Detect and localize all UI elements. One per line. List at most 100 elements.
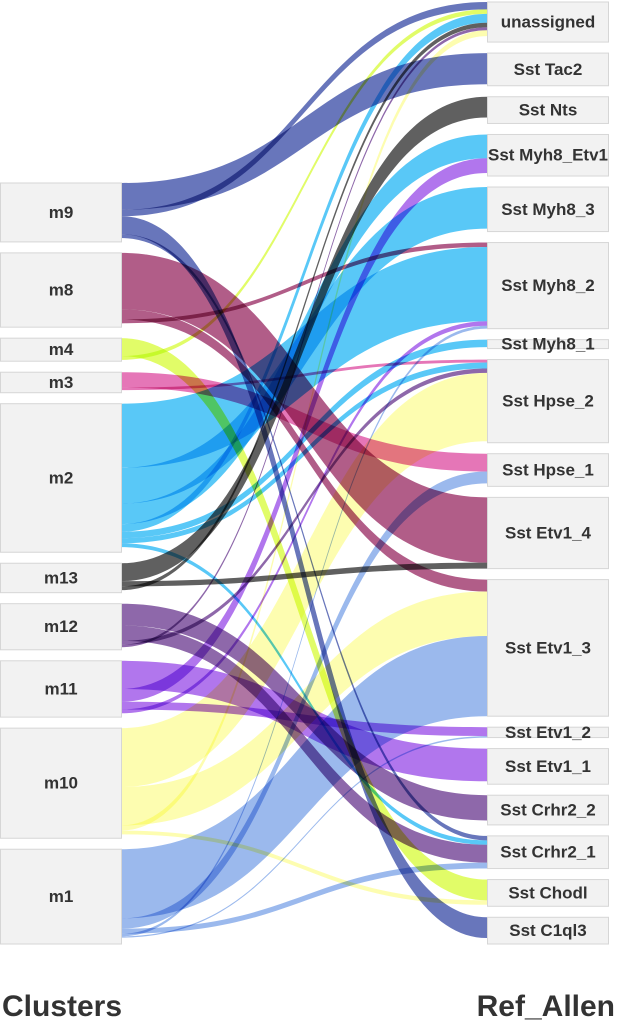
right-node-label: Sst Etv1_4 — [505, 523, 592, 542]
right-node-label: Sst Nts — [519, 101, 578, 120]
flow-m1-to-sst-myh8-2 — [121, 325, 487, 937]
right-node-label: Sst Tac2 — [514, 60, 583, 79]
left-node-label: m3 — [49, 373, 74, 392]
flow-m10-to-unassigned — [121, 30, 487, 831]
left-node-m10: m10 — [0, 727, 122, 839]
right-node-sst-myh8-1: Sst Myh8_1 — [487, 335, 609, 354]
right-node-label: Sst Chodl — [508, 883, 587, 902]
left-node-m1: m1 — [0, 848, 122, 945]
right-node-label: Sst Myh8_1 — [501, 335, 595, 354]
flow-m9-to-unassigned — [121, 2, 487, 217]
left-node-box — [0, 403, 122, 553]
right-node-box — [487, 242, 609, 330]
flow-m1-to-sst-etv1-2 — [121, 736, 487, 938]
flow-m2-to-sst-myh8-etv1 — [121, 134, 487, 525]
right-node-label: Sst Myh8_2 — [501, 276, 595, 295]
right-node-box — [487, 579, 609, 717]
flow-m8-to-sst-myh8-2 — [121, 242, 487, 324]
right-node-sst-crhr2-1: Sst Crhr2_1 — [487, 835, 609, 870]
flow-m1-to-sst-crhr2-1 — [121, 862, 487, 934]
flow-m10-to-sst-hpse-2 — [121, 372, 487, 788]
left-node-label: m9 — [49, 203, 74, 222]
right-node-box — [487, 1, 609, 43]
left-node-m4: m4 — [0, 337, 122, 362]
right-node-sst-etv1-1: Sst Etv1_1 — [487, 748, 609, 785]
right-node-label: Sst Crhr2_2 — [500, 801, 595, 820]
right-node-box — [487, 879, 609, 907]
right-node-label: Sst Etv1_3 — [505, 638, 591, 657]
right-node-box — [487, 916, 609, 945]
left-node-box — [0, 371, 122, 394]
flow-m4-to-unassigned — [121, 9, 487, 360]
right-node-box — [487, 133, 609, 177]
left-node-box — [0, 603, 122, 651]
right-node-sst-nts: Sst Nts — [487, 96, 609, 124]
right-node-sst-myh8-3: Sst Myh8_3 — [487, 186, 609, 233]
right-node-sst-etv1-2: Sst Etv1_2 — [487, 723, 609, 742]
right-node-box — [487, 726, 609, 739]
left-node-m2: m2 — [0, 403, 122, 553]
right-node-box — [487, 339, 609, 350]
flow-m10-to-sst-etv1-3 — [121, 591, 487, 826]
right-node-box — [487, 186, 609, 233]
right-node-sst-myh8-etv1: Sst Myh8_Etv1 — [487, 133, 609, 177]
left-node-m12: m12 — [0, 603, 122, 651]
right-node-sst-tac2: Sst Tac2 — [487, 52, 609, 87]
left-node-box — [0, 182, 122, 243]
right-node-sst-chodl: Sst Chodl — [487, 879, 609, 907]
right-node-sst-hpse-2: Sst Hpse_2 — [487, 359, 609, 444]
flow-m10-to-sst-chodl — [121, 830, 487, 905]
left-node-label: m12 — [44, 617, 78, 636]
flow-m4-to-sst-chodl — [121, 338, 487, 901]
left-node-box — [0, 562, 122, 594]
right-node-box — [487, 359, 609, 444]
left-node-label: m2 — [49, 468, 74, 487]
right-axis-title: Ref_Allen — [476, 990, 615, 1023]
left-axis-title: Clusters — [2, 990, 123, 1023]
right-node-label: Sst Myh8_3 — [501, 200, 595, 219]
left-node-label: m13 — [44, 568, 78, 587]
right-node-label: Sst Myh8_Etv1 — [488, 146, 608, 165]
left-node-box — [0, 252, 122, 328]
flow-m1-to-sst-hpse-1 — [121, 471, 487, 929]
left-node-m3: m3 — [0, 371, 122, 394]
left-node-m13: m13 — [0, 562, 122, 594]
right-node-box — [487, 496, 609, 570]
flow-m13-to-unassigned — [121, 22, 487, 591]
left-node-label: m1 — [49, 887, 74, 906]
flow-m13-to-sst-nts — [121, 96, 487, 582]
right-node-box — [487, 453, 609, 487]
right-node-label: Sst Crhr2_1 — [500, 843, 595, 862]
flow-m2-to-sst-hpse-2 — [121, 362, 487, 544]
left-node-m9: m9 — [0, 182, 122, 243]
left-node-box — [0, 660, 122, 718]
left-node-label: m8 — [49, 281, 74, 300]
flow-m2-to-sst-myh8-1 — [121, 339, 487, 539]
left-node-m11: m11 — [0, 660, 122, 718]
right-node-label: Sst Etv1_1 — [505, 757, 591, 776]
flow-m9-to-sst-crhr2-1 — [121, 234, 487, 841]
right-node-sst-c1ql3: Sst C1ql3 — [487, 916, 609, 945]
left-node-box — [0, 848, 122, 945]
right-node-box — [487, 52, 609, 87]
right-node-sst-crhr2-2: Sst Crhr2_2 — [487, 794, 609, 826]
right-node-label: unassigned — [501, 13, 595, 32]
right-node-sst-hpse-1: Sst Hpse_1 — [487, 453, 609, 487]
left-node-box — [0, 727, 122, 839]
left-node-label: m11 — [44, 679, 77, 698]
right-node-sst-etv1-3: Sst Etv1_3 — [487, 579, 609, 717]
right-node-sst-myh8-2: Sst Myh8_2 — [487, 242, 609, 330]
flow-m1-to-sst-etv1-3 — [121, 636, 487, 919]
flow-m8-to-sst-etv1-4 — [121, 252, 487, 563]
right-node-label: Sst Hpse_1 — [502, 461, 594, 480]
flow-m9-to-sst-tac2 — [121, 53, 487, 210]
right-node-box — [487, 96, 609, 124]
right-node-box — [487, 748, 609, 785]
left-node-column: m9 m8 m4 m3 m2 m13 m12 m11 m10 m1 — [0, 182, 122, 945]
right-node-label: Sst Hpse_2 — [502, 392, 594, 411]
right-node-box — [487, 835, 609, 870]
flow-layer — [121, 2, 487, 939]
right-node-column: unassigned Sst Tac2 Sst Nts Sst Myh8_Etv1 Ss… — [487, 1, 609, 945]
right-node-label: Sst C1ql3 — [509, 921, 586, 940]
